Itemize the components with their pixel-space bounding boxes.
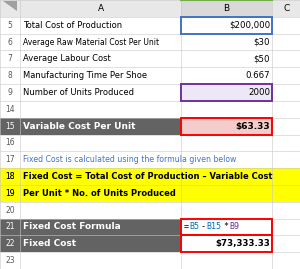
Bar <box>181 17 272 34</box>
Bar <box>0 134 300 151</box>
Bar <box>20 235 181 252</box>
Text: B: B <box>224 4 230 13</box>
Text: 5: 5 <box>8 21 13 30</box>
Text: 16: 16 <box>5 139 15 147</box>
Bar <box>20 0 181 17</box>
Bar <box>181 235 272 252</box>
Text: Number of Units Produced: Number of Units Produced <box>23 88 134 97</box>
Bar <box>272 0 300 17</box>
Text: $73,333.33: $73,333.33 <box>215 239 270 248</box>
Text: 19: 19 <box>5 189 15 198</box>
Text: B9: B9 <box>230 222 239 231</box>
Bar <box>0 235 20 252</box>
Bar <box>0 17 300 34</box>
Bar <box>181 218 272 235</box>
Bar <box>181 118 272 134</box>
Text: Per Unit * No. of Units Produced: Per Unit * No. of Units Produced <box>23 189 176 198</box>
Text: 18: 18 <box>5 172 15 181</box>
Text: B15: B15 <box>207 222 222 231</box>
Text: Average Labour Cost: Average Labour Cost <box>23 54 111 63</box>
Bar <box>181 84 272 101</box>
Text: -: - <box>201 222 206 231</box>
Text: 21: 21 <box>5 222 15 231</box>
Bar <box>181 0 272 17</box>
Text: Variable Cost Per Unit: Variable Cost Per Unit <box>23 122 135 130</box>
Text: 15: 15 <box>5 122 15 130</box>
Bar <box>20 118 181 134</box>
Text: $63.33: $63.33 <box>236 122 270 130</box>
Bar <box>0 51 300 67</box>
Text: B5: B5 <box>190 222 200 231</box>
Text: 15: 15 <box>5 122 15 130</box>
Text: 6: 6 <box>8 38 13 47</box>
Bar <box>0 0 300 17</box>
Bar <box>0 101 300 118</box>
Bar <box>181 84 272 101</box>
Text: 14: 14 <box>5 105 15 114</box>
Bar <box>0 202 300 218</box>
Bar <box>0 185 300 202</box>
Bar <box>0 118 20 134</box>
Text: 7: 7 <box>8 54 13 63</box>
Text: 20: 20 <box>5 206 15 215</box>
Text: 18: 18 <box>5 172 15 181</box>
Bar <box>0 185 300 202</box>
Text: 21: 21 <box>5 222 15 231</box>
Text: 9: 9 <box>8 88 13 97</box>
Text: 17: 17 <box>5 155 15 164</box>
Bar <box>0 67 300 84</box>
Bar <box>0 34 300 51</box>
Bar <box>0 218 300 235</box>
Text: C: C <box>283 4 289 13</box>
Text: 0.667: 0.667 <box>245 71 270 80</box>
Bar <box>0 218 20 235</box>
Polygon shape <box>3 1 17 10</box>
Bar <box>0 168 300 185</box>
Text: 22: 22 <box>5 239 15 248</box>
Text: Manufacturing Time Per Shoe: Manufacturing Time Per Shoe <box>23 71 147 80</box>
Text: Fixed Cost Formula: Fixed Cost Formula <box>23 222 121 231</box>
Text: $200,000: $200,000 <box>229 21 270 30</box>
Bar <box>181 118 272 134</box>
Bar <box>0 168 300 185</box>
Text: 22: 22 <box>5 239 15 248</box>
Text: Total Cost of Production: Total Cost of Production <box>23 21 122 30</box>
Text: $50: $50 <box>254 54 270 63</box>
Text: 2000: 2000 <box>248 88 270 97</box>
Text: =: = <box>184 222 189 231</box>
Text: A: A <box>98 4 104 13</box>
Bar <box>20 218 181 235</box>
Bar <box>0 0 20 17</box>
Text: Fixed Cost = Total Cost of Production – Variable Cost: Fixed Cost = Total Cost of Production – … <box>23 172 272 181</box>
Bar <box>0 118 300 134</box>
Bar <box>0 252 300 269</box>
Text: 8: 8 <box>8 71 13 80</box>
Bar <box>0 235 300 252</box>
Text: Average Raw Material Cost Per Unit: Average Raw Material Cost Per Unit <box>23 38 159 47</box>
Text: 23: 23 <box>5 256 15 265</box>
Text: 19: 19 <box>5 189 15 198</box>
Bar <box>0 151 300 168</box>
Bar <box>0 84 300 101</box>
Text: *: * <box>224 222 229 231</box>
Text: Fixed Cost is calculated using the formula given below: Fixed Cost is calculated using the formu… <box>23 155 236 164</box>
Text: Fixed Cost: Fixed Cost <box>23 239 76 248</box>
Text: $30: $30 <box>254 38 270 47</box>
